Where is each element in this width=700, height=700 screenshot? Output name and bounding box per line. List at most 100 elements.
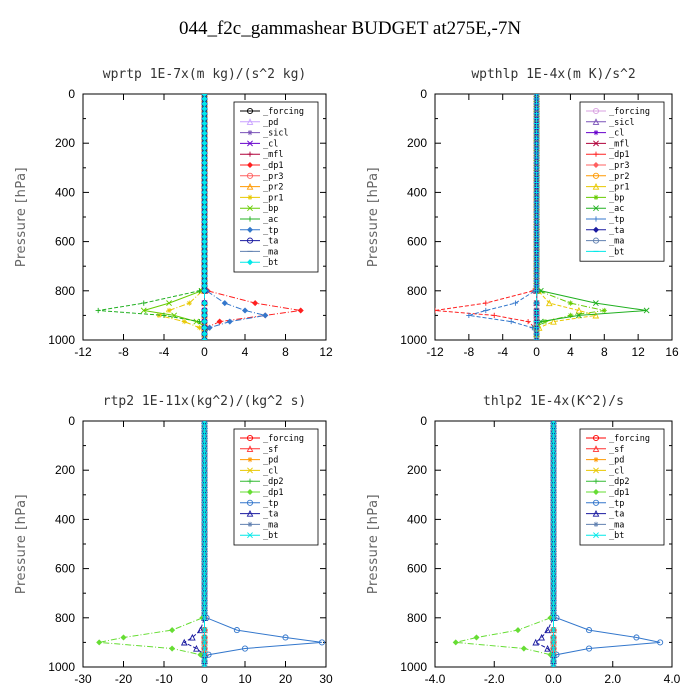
y-tick-label: 0 (420, 414, 427, 428)
data-point (550, 565, 557, 572)
data-point (550, 506, 557, 513)
data-point (550, 595, 557, 602)
y-tick-label: 1000 (400, 660, 427, 674)
data-point (550, 531, 557, 538)
legend-marker (247, 151, 253, 157)
data-point (550, 421, 557, 424)
data-point (201, 511, 208, 518)
data-point (550, 521, 557, 528)
legend-entry: _dp1 (263, 488, 283, 498)
data-point (550, 627, 557, 634)
data-point (166, 307, 172, 314)
data-point (466, 312, 472, 318)
data-point (201, 457, 208, 464)
data-point (201, 427, 208, 434)
legend-marker (246, 509, 254, 517)
data-point (201, 570, 208, 577)
plot-area (95, 94, 304, 340)
data-point (550, 442, 557, 449)
data-point (601, 307, 607, 314)
data-point (550, 447, 557, 454)
data-point (550, 516, 557, 523)
data-point (550, 546, 557, 552)
legend-marker (593, 205, 599, 212)
data-point (201, 491, 208, 498)
chart-title: wprtp 1E-7x(m kg)/(s^2 kg) (103, 67, 307, 82)
legend-entry: _dp1 (609, 488, 629, 498)
chart-title: thlp2 1E-4x(K^2)/s (483, 394, 624, 409)
plot-area (435, 94, 650, 340)
data-point (550, 541, 557, 547)
data-point (196, 288, 203, 294)
y-tick-label: 200 (407, 463, 427, 477)
y-tick-label: 600 (407, 562, 427, 576)
legend-marker (593, 151, 599, 157)
data-point (252, 300, 259, 307)
legend-entry: _ac (263, 215, 278, 225)
legend-marker (246, 118, 254, 125)
data-point (201, 555, 208, 562)
legend-entry: _ma (609, 237, 624, 247)
data-point (550, 651, 557, 658)
data-point (201, 575, 208, 582)
series-line-dp1 (99, 421, 205, 667)
data-point (550, 560, 557, 567)
data-point (550, 590, 557, 597)
legend-marker (593, 140, 599, 147)
data-point (189, 633, 196, 641)
data-point (483, 300, 489, 306)
data-point (567, 300, 574, 306)
series-line-dp1 (455, 421, 554, 667)
legend-marker (246, 172, 254, 179)
legend-entry: _forcing (609, 107, 650, 117)
data-point (473, 634, 480, 641)
data-point (186, 300, 192, 306)
data-point (545, 299, 553, 307)
legend-entry: _forcing (263, 434, 304, 444)
x-tick-label: 0.0 (545, 672, 562, 686)
data-point (201, 580, 208, 587)
x-tick-label: -4.0 (425, 672, 446, 686)
data-point (550, 427, 557, 434)
y-axis-label: Pressure [hPa] (14, 494, 29, 594)
x-tick-label: 2.0 (604, 672, 621, 686)
x-tick-label: 4 (567, 345, 574, 359)
data-point (201, 560, 208, 567)
data-point (193, 644, 200, 652)
legend-marker (592, 509, 600, 517)
legend-box (579, 101, 665, 262)
data-point (550, 467, 557, 474)
y-tick-label: 200 (407, 136, 427, 150)
legend-marker (246, 237, 254, 244)
data-point (201, 600, 208, 606)
legend-entry: _pr2 (263, 183, 283, 193)
legend-entry: _sf (263, 445, 278, 455)
data-point (550, 634, 557, 641)
data-point (550, 477, 557, 483)
legend-entry: _tp (263, 499, 278, 509)
legend-entry: _tp (609, 499, 624, 509)
data-point (201, 496, 208, 503)
data-point (201, 477, 208, 483)
data-point (201, 664, 208, 667)
legend-entry: _sicl (609, 118, 635, 128)
y-axis-label: Pressure [hPa] (14, 167, 29, 267)
x-tick-label: 20 (279, 672, 293, 686)
legend-marker (247, 194, 253, 200)
legend-marker (592, 445, 600, 452)
data-point (550, 462, 557, 469)
data-point (525, 318, 531, 325)
data-point (201, 634, 208, 641)
legend-marker (592, 488, 600, 496)
data-point (201, 536, 208, 542)
legend-marker (247, 478, 253, 484)
x-tick-label: 12 (319, 345, 333, 359)
legend-marker (246, 434, 254, 442)
x-tick-label: 8 (601, 345, 608, 359)
data-point (550, 664, 557, 667)
chart-panel-4: thlp2 1E-4x(K^2)/s Pressure [hPa] 0 200 400 6… (366, 394, 681, 686)
data-point (520, 645, 527, 652)
data-point (550, 496, 557, 503)
legend-marker (592, 226, 600, 233)
data-point (201, 330, 208, 337)
